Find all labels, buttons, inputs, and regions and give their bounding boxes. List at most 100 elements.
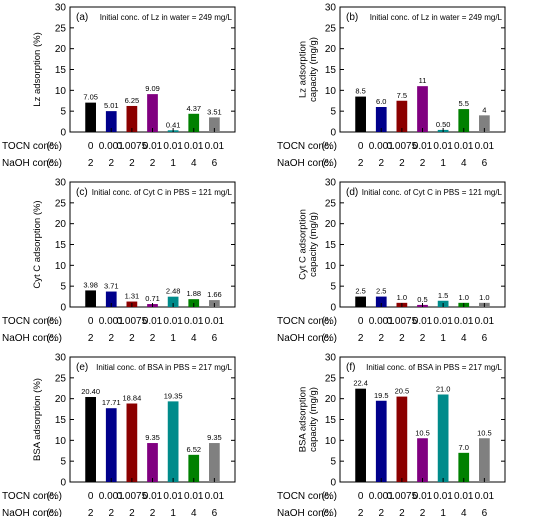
naoh-value: 2 <box>108 508 114 517</box>
data-label: 6.52 <box>186 445 201 454</box>
panel-note: Initial conc. of BSA in PBS = 217 mg/L <box>366 363 502 372</box>
data-label: 3.71 <box>104 282 119 291</box>
bar <box>458 109 470 132</box>
bar <box>167 296 179 307</box>
naoh-value: 1 <box>170 508 176 517</box>
tocn-value: 0.0075 <box>117 316 148 327</box>
bar <box>355 96 366 132</box>
naoh-row-label: NaOH conc. <box>277 333 331 344</box>
y-axis-label: Lz adsorptioncapacity (mg/g) <box>297 37 319 102</box>
y-tick-label: 25 <box>55 373 67 384</box>
y-tick-label: 30 <box>325 3 337 14</box>
naoh-value: 6 <box>212 158 218 169</box>
naoh-value: 2 <box>129 508 135 517</box>
tocn-value: 0 <box>88 316 94 327</box>
naoh-value: 2 <box>420 333 426 344</box>
data-label: 1.66 <box>207 290 222 299</box>
y-tick-label: 5 <box>60 457 66 468</box>
tocn-value: 0.01 <box>163 491 183 502</box>
panel-note: Initial conc. of Lz in water = 249 mg/L <box>100 13 233 22</box>
tocn-value: 0.01 <box>413 491 433 502</box>
y-tick-label: 5 <box>330 282 336 293</box>
panel-label: (f) <box>346 362 355 373</box>
tocn-value: 0.001 <box>99 316 124 327</box>
naoh-value: 1 <box>170 158 176 169</box>
tocn-value: 0.0075 <box>387 141 418 152</box>
y-tick-label: 25 <box>55 23 67 34</box>
naoh-value: 1 <box>440 333 446 344</box>
bar <box>458 452 470 482</box>
bar <box>375 400 387 482</box>
bar <box>375 296 387 307</box>
y-tick-label: 5 <box>330 457 336 468</box>
tocn-unit: (%) <box>321 141 337 152</box>
naoh-value: 1 <box>440 158 446 169</box>
data-label: 8.5 <box>355 87 365 96</box>
panel-label: (e) <box>76 362 88 373</box>
bar <box>105 111 117 132</box>
tocn-row-label: TOCN conc. <box>2 491 57 502</box>
tocn-row-label: TOCN conc. <box>277 316 332 327</box>
bar <box>417 438 428 482</box>
data-label: 10.5 <box>415 428 430 437</box>
y-tick-label: 30 <box>55 178 67 189</box>
data-label: 20.40 <box>81 387 100 396</box>
data-label: 0.71 <box>145 294 160 303</box>
tocn-value: 0 <box>358 491 364 502</box>
data-label: 9.35 <box>145 433 160 442</box>
naoh-row-label: NaOH conc. <box>2 158 56 169</box>
bar <box>85 397 96 482</box>
tocn-value: 0.01 <box>413 316 433 327</box>
y-tick-label: 10 <box>55 86 67 97</box>
y-tick-label: 5 <box>330 107 336 118</box>
naoh-value: 4 <box>461 508 467 517</box>
panel-note: Initial conc. of BSA in PBS = 217 mg/L <box>96 363 232 372</box>
bar <box>147 443 158 482</box>
y-tick-label: 15 <box>55 415 67 426</box>
tocn-value: 0.0075 <box>117 491 148 502</box>
y-axis-label: BSA adsorptioncapacity (mg/g) <box>297 387 319 453</box>
y-tick-label: 25 <box>325 373 337 384</box>
bar <box>105 291 117 307</box>
y-axis-label-line: capacity (mg/g) <box>308 387 319 452</box>
bar <box>167 401 179 482</box>
tocn-unit: (%) <box>46 491 62 502</box>
naoh-unit: (%) <box>46 508 62 517</box>
naoh-value: 2 <box>358 158 364 169</box>
tocn-unit: (%) <box>46 141 62 152</box>
bar <box>209 117 220 132</box>
tocn-value: 0.01 <box>163 316 183 327</box>
tocn-value: 0.01 <box>143 491 163 502</box>
data-label: 17.71 <box>102 398 121 407</box>
panel-label: (b) <box>346 12 358 23</box>
data-label: 9.09 <box>145 84 160 93</box>
data-label: 0.5 <box>417 295 427 304</box>
naoh-value: 2 <box>358 333 364 344</box>
tocn-row-label: TOCN conc. <box>277 141 332 152</box>
data-label: 6.25 <box>125 96 140 105</box>
tocn-value: 0.001 <box>369 491 394 502</box>
bar <box>375 107 387 132</box>
y-axis-label: Lz adsorption (%) <box>32 32 43 106</box>
bar <box>188 113 200 132</box>
y-tick-label: 20 <box>325 44 337 55</box>
naoh-value: 1 <box>170 333 176 344</box>
naoh-unit: (%) <box>46 333 62 344</box>
y-tick-label: 0 <box>330 478 336 489</box>
naoh-value: 2 <box>88 333 94 344</box>
naoh-unit: (%) <box>321 333 337 344</box>
panel-note: Initial conc. of Cyt C in PBS = 121 mg/L <box>362 188 503 197</box>
naoh-value: 6 <box>482 508 488 517</box>
naoh-unit: (%) <box>321 508 337 517</box>
bar <box>126 403 138 482</box>
naoh-value: 4 <box>461 158 467 169</box>
tocn-row-label: TOCN conc. <box>2 141 57 152</box>
y-axis-label: BSA adsorption (%) <box>32 378 43 461</box>
tocn-value: 0.01 <box>475 316 495 327</box>
bar <box>147 94 158 132</box>
y-tick-label: 15 <box>325 240 337 251</box>
bar <box>188 454 200 482</box>
naoh-value: 2 <box>378 508 384 517</box>
